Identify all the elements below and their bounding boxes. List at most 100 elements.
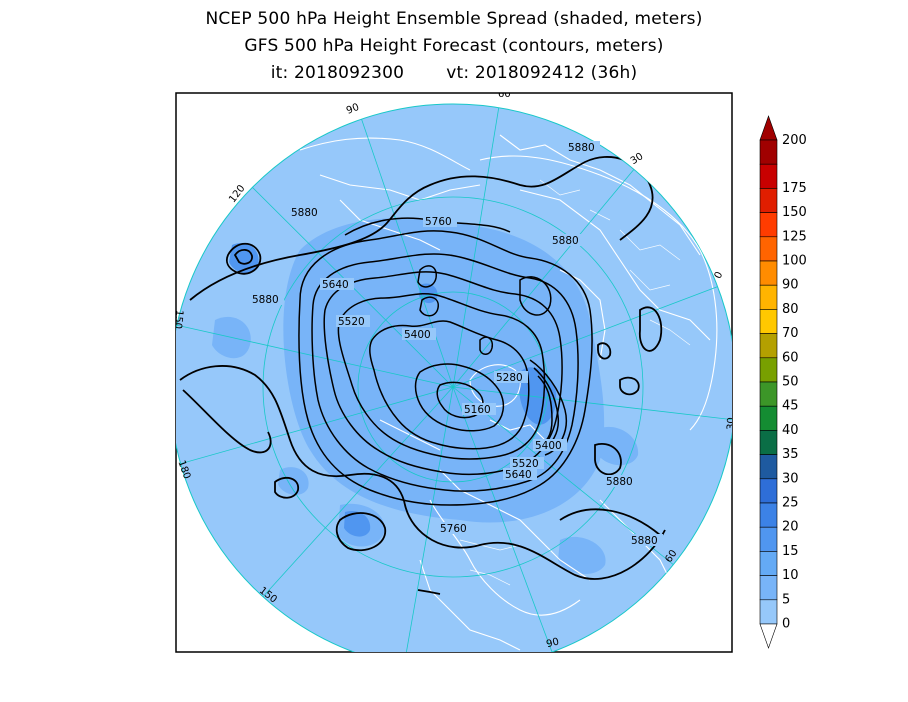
contour-trough bbox=[419, 296, 439, 317]
colorbar-underflow-arrow bbox=[759, 623, 778, 649]
colorbar-swatch bbox=[759, 454, 778, 480]
contour-5880-bottom bbox=[559, 508, 661, 536]
contour-5640 bbox=[311, 253, 579, 492]
svg-text:5280: 5280 bbox=[496, 372, 523, 384]
colorbar-swatch bbox=[759, 599, 778, 625]
contour-label: 5640 bbox=[503, 468, 537, 481]
init-time-label: it: 2018092300 bbox=[270, 63, 405, 83]
meridian bbox=[452, 149, 651, 388]
latlon-grid bbox=[176, 104, 732, 652]
border bbox=[619, 229, 691, 346]
contour-label: 5880 bbox=[289, 206, 323, 219]
svg-text:5880: 5880 bbox=[568, 142, 595, 154]
svg-text:5880: 5880 bbox=[606, 476, 633, 488]
contour-trough bbox=[417, 265, 437, 288]
contour-ridge bbox=[519, 276, 552, 316]
contour-label: 5880 bbox=[550, 234, 584, 247]
colorbar-swatch bbox=[759, 357, 778, 383]
chart-title-line3: it: 2018092300 vt: 2018092412 (36h) bbox=[0, 63, 908, 83]
colorbar-label: 40 bbox=[782, 423, 799, 438]
svg-text:5760: 5760 bbox=[425, 216, 452, 228]
contour-label: 5880 bbox=[629, 534, 663, 547]
contour-5400 bbox=[337, 293, 546, 460]
colorbar-swatch bbox=[759, 526, 778, 552]
colorbar-swatch bbox=[759, 260, 778, 286]
colorbar-swatch bbox=[759, 236, 778, 262]
coastline bbox=[469, 364, 521, 407]
political-borders bbox=[459, 179, 691, 586]
colorbar-label: 10 bbox=[782, 568, 799, 583]
height-contours-inner bbox=[298, 217, 593, 506]
meridian bbox=[176, 386, 454, 466]
meridian bbox=[259, 386, 454, 601]
colorbar-swatch bbox=[759, 575, 778, 601]
contour-5880-south bbox=[274, 476, 299, 499]
contour-label: 5760 bbox=[438, 522, 472, 535]
colorbar: 2001751501251009080706050454035302520151… bbox=[759, 115, 807, 649]
colorbar-swatch bbox=[759, 381, 778, 407]
svg-text:5760: 5760 bbox=[440, 523, 467, 535]
contour-5880-south bbox=[417, 589, 441, 595]
svg-text:5880: 5880 bbox=[291, 207, 318, 219]
meridian bbox=[404, 386, 454, 652]
contour-labels: 5880 5880 5880 5880 5880 5880 5760 5760 … bbox=[250, 141, 663, 547]
colorbar-swatch bbox=[759, 478, 778, 504]
contour-label: 5520 bbox=[510, 457, 544, 470]
colorbar-swatch bbox=[759, 139, 778, 165]
contour-5880-cyclone bbox=[225, 242, 262, 275]
contour-5160 bbox=[414, 363, 505, 432]
contour-5880-small bbox=[597, 342, 612, 360]
colorbar-label: 175 bbox=[782, 181, 807, 196]
meridian bbox=[354, 104, 454, 388]
spread-patch bbox=[283, 217, 605, 523]
coastlines bbox=[299, 134, 718, 651]
meridian bbox=[176, 324, 454, 388]
colorbar-label: 100 bbox=[782, 254, 807, 269]
colorbar-label: 45 bbox=[782, 399, 799, 414]
meridian bbox=[452, 279, 732, 388]
coastline bbox=[559, 269, 606, 361]
contour-label: 5640 bbox=[320, 278, 354, 291]
svg-text:5880: 5880 bbox=[552, 235, 579, 247]
coastline bbox=[519, 189, 711, 341]
lon-label: 0 bbox=[713, 270, 726, 281]
lon-label: 120 bbox=[393, 653, 414, 668]
spread-patch bbox=[558, 536, 606, 575]
lon-label: 90 bbox=[545, 636, 560, 650]
colorbar-swatch bbox=[759, 502, 778, 528]
svg-text:5400: 5400 bbox=[535, 440, 562, 452]
lon-label: 150 bbox=[172, 309, 185, 329]
contour-label: 5880 bbox=[604, 475, 638, 488]
contour-5880-south bbox=[335, 512, 386, 552]
colorbar-label: 150 bbox=[782, 205, 807, 220]
svg-text:5880: 5880 bbox=[631, 535, 658, 547]
spread-patch bbox=[595, 426, 639, 466]
colorbar-label: 0 bbox=[782, 617, 790, 632]
colorbar-swatch bbox=[759, 284, 778, 310]
coastline bbox=[299, 137, 471, 171]
colorbar-swatch bbox=[759, 333, 778, 359]
valid-time-label: vt: 2018092412 (36h) bbox=[446, 63, 638, 83]
contour-5280 bbox=[369, 320, 530, 450]
lon-label: 180 bbox=[175, 459, 192, 481]
chart-title-line1: NCEP 500 hPa Height Ensemble Spread (sha… bbox=[205, 9, 703, 29]
colorbar-label: 50 bbox=[782, 375, 799, 390]
spread-patch bbox=[229, 242, 259, 274]
height-contours bbox=[179, 156, 666, 595]
meridian bbox=[452, 104, 501, 388]
spread-patch bbox=[278, 467, 309, 495]
border bbox=[459, 539, 521, 586]
svg-text:5160: 5160 bbox=[464, 404, 491, 416]
contour-label: 5160 bbox=[462, 403, 496, 416]
colorbar-swatch bbox=[759, 405, 778, 431]
coastline bbox=[419, 559, 521, 651]
chart-title-line2: GFS 500 hPa Height Forecast (contours, m… bbox=[244, 36, 664, 56]
contour-5760 bbox=[298, 230, 593, 506]
colorbar-label: 80 bbox=[782, 302, 799, 317]
latitude-circle bbox=[262, 196, 644, 578]
colorbar-label: 15 bbox=[782, 544, 799, 559]
colorbar-label: 70 bbox=[782, 326, 799, 341]
contour-label: 5880 bbox=[566, 141, 600, 154]
contour-label: 5280 bbox=[494, 371, 528, 384]
